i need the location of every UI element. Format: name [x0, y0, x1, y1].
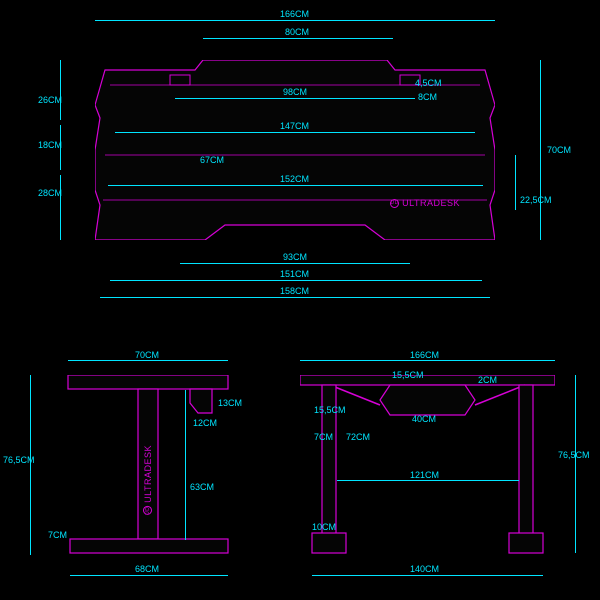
dim-side-12cm: 12CM [193, 418, 217, 428]
dim-side-70cm: 70CM [135, 350, 159, 360]
dim-4-5cm: 4,5CM [415, 78, 442, 88]
dim-22-5cm: 22,5CM [520, 195, 552, 205]
dim-28cm: 28CM [38, 188, 62, 198]
front-view [300, 375, 555, 555]
dim-line [575, 375, 576, 553]
dim-line [30, 375, 31, 555]
dim-line [515, 155, 516, 210]
brand-logo-icon: UD [144, 506, 153, 515]
dim-67cm: 67CM [200, 155, 224, 165]
dim-front-121cm: 121CM [410, 470, 439, 480]
dim-line [180, 263, 410, 264]
dim-line [203, 38, 393, 39]
dim-side-63cm: 63CM [190, 482, 214, 492]
dim-line [108, 185, 483, 186]
dim-line [100, 297, 490, 298]
dim-front-15-5: 15,5CM [392, 370, 424, 380]
brand-label-top: UD ULTRADESK [390, 198, 460, 208]
dim-line [185, 390, 186, 540]
dim-147cm: 147CM [280, 121, 309, 131]
dim-front-76-5cm: 76,5CM [558, 450, 590, 460]
dim-98cm: 98CM [283, 87, 307, 97]
desk-front-outline [300, 375, 555, 555]
dim-front-10cm: 10CM [312, 522, 336, 532]
dim-front-40cm: 40CM [412, 414, 436, 424]
dim-line [300, 360, 555, 361]
dim-front-166cm: 166CM [410, 350, 439, 360]
dim-158cm: 158CM [280, 286, 309, 296]
dim-93cm: 93CM [283, 252, 307, 262]
dim-side-76-5cm: 76,5CM [3, 455, 35, 465]
dim-front-7cm: 7CM [314, 432, 333, 442]
dim-front-140cm: 140CM [410, 564, 439, 574]
dim-line [68, 360, 228, 361]
dim-line [115, 132, 475, 133]
dim-26cm: 26CM [38, 95, 62, 105]
dim-line [175, 98, 415, 99]
dim-18cm: 18CM [38, 140, 62, 150]
dim-151cm: 151CM [280, 269, 309, 279]
dim-line [60, 60, 61, 120]
dim-70cm: 70CM [547, 145, 571, 155]
dim-8cm: 8CM [418, 92, 437, 102]
dim-line [337, 480, 519, 481]
dim-166cm: 166CM [280, 9, 309, 19]
dim-front-2cm: 2CM [478, 375, 497, 385]
dim-front-tray-d: 15,5CM [314, 405, 346, 415]
dim-152cm: 152CM [280, 174, 309, 184]
dim-line [60, 175, 61, 240]
dim-side-13cm: 13CM [218, 398, 242, 408]
dim-line [70, 575, 228, 576]
dim-side-7cm: 7CM [48, 530, 67, 540]
dim-side-68cm: 68CM [135, 564, 159, 574]
dim-line [95, 20, 495, 21]
dim-line [540, 60, 541, 240]
dim-80cm: 80CM [285, 27, 309, 37]
brand-label-side: UD ULTRADESK [143, 445, 153, 515]
dim-line [110, 280, 482, 281]
dim-front-72cm: 72CM [346, 432, 370, 442]
brand-logo-icon: UD [390, 199, 399, 208]
dim-line [312, 575, 543, 576]
